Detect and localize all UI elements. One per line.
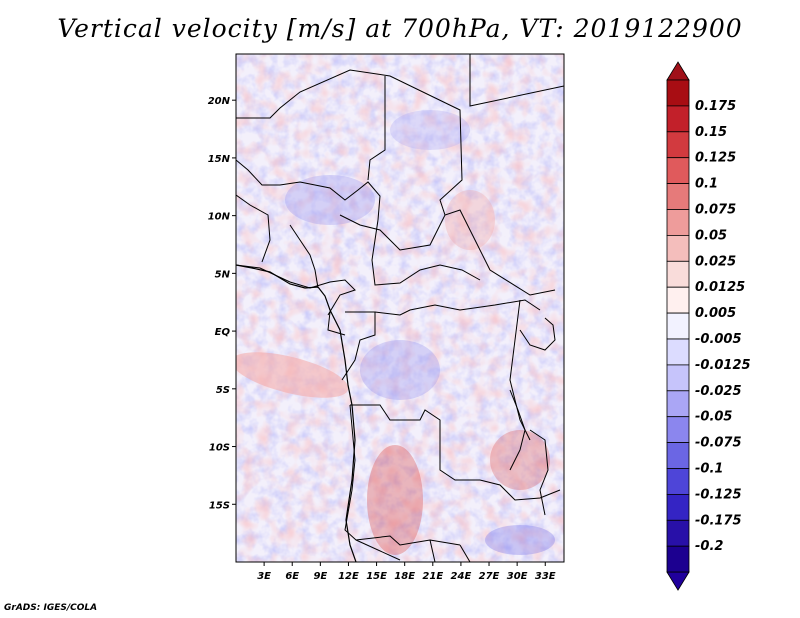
colorbar-swatch	[666, 416, 690, 444]
colorbar-swatch	[666, 312, 690, 340]
y-tick-label: 15S	[209, 500, 230, 511]
y-tick-label: EQ	[215, 327, 231, 338]
colorbar-label: -0.1	[695, 462, 723, 477]
colorbar-swatch	[666, 338, 690, 366]
x-tick-label: 33E	[535, 571, 556, 582]
x-tick-label: 6E	[285, 571, 299, 582]
colorbar-label: 0.005	[695, 306, 736, 321]
colorbar-swatch	[666, 442, 690, 469]
colorbar-label: -0.005	[695, 332, 742, 347]
velocity-field	[236, 54, 564, 562]
colorbar-label: -0.0125	[695, 358, 751, 373]
colorbar-label: -0.075	[695, 436, 742, 451]
x-tick-label: 3E	[257, 571, 271, 582]
colorbar-swatch	[666, 209, 690, 236]
y-tick-label: 15N	[208, 154, 231, 165]
x-tick-label: 21E	[422, 571, 443, 582]
colorbar-swatch	[666, 183, 690, 210]
x-tick-label: 12E	[338, 571, 359, 582]
colorbar-label: -0.175	[695, 513, 742, 528]
x-tick-label: 24E	[451, 571, 472, 582]
colorbar-label: -0.025	[695, 384, 742, 399]
colorbar-label: 0.025	[695, 254, 736, 269]
colorbar-swatch	[666, 260, 690, 288]
colorbar-swatch	[666, 286, 690, 314]
plot-frame	[235, 53, 565, 563]
coastline	[236, 264, 357, 562]
colorbar-label: 0.075	[695, 203, 736, 218]
colorbar-swatch	[666, 493, 690, 521]
x-tick-label: 27E	[479, 571, 500, 582]
colorbar-swatch	[666, 234, 690, 262]
colorbar-swatch	[666, 79, 690, 107]
colorbar-top-arrow	[666, 61, 690, 81]
map-title: Vertical velocity [m/s] at 700hPa, VT: 2…	[57, 14, 743, 43]
colorbar-label: 0.05	[695, 228, 727, 243]
x-tick-label: 30E	[507, 571, 528, 582]
colorbar-label: 0.1	[695, 177, 718, 192]
x-tick-label: 9E	[313, 571, 327, 582]
colorbar-swatch	[666, 545, 690, 573]
colorbar-label: 0.175	[695, 99, 736, 114]
x-axis: 3E 6E 9E 12E 15E 18E 21E 24E 27E 30E 33E	[257, 562, 556, 582]
y-tick-label: 10S	[209, 443, 230, 454]
y-tick-label: 5S	[216, 385, 230, 396]
x-tick-label: 18E	[394, 571, 415, 582]
x-tick-label: 15E	[366, 571, 387, 582]
colorbar-swatch	[666, 519, 690, 547]
grads-credit: GrADS: IGES/COLA	[4, 603, 98, 613]
colorbar-swatch	[666, 468, 690, 495]
colorbar: 0.175 0.15 0.125 0.1 0.075 0.05 0.025 0.0125 0.0…	[666, 61, 751, 591]
colorbar-swatch	[666, 364, 690, 392]
y-axis: 20N 15N 10N 5N EQ 5S 10S 15S	[208, 96, 236, 511]
colorbar-swatch	[666, 157, 690, 184]
colorbar-bottom-arrow	[666, 571, 690, 591]
colorbar-swatch	[666, 131, 690, 159]
y-tick-label: 5N	[215, 269, 231, 280]
y-tick-label: 20N	[208, 96, 231, 107]
colorbar-swatch	[666, 390, 690, 418]
colorbar-label: -0.125	[695, 487, 742, 502]
colorbar-label: -0.2	[695, 539, 723, 554]
colorbar-label: 0.15	[695, 125, 727, 140]
y-tick-label: 10N	[208, 212, 231, 223]
colorbar-label: 0.125	[695, 151, 736, 166]
colorbar-swatch	[666, 105, 690, 133]
colorbar-label: -0.05	[695, 410, 732, 425]
colorbar-label: 0.0125	[695, 280, 745, 295]
